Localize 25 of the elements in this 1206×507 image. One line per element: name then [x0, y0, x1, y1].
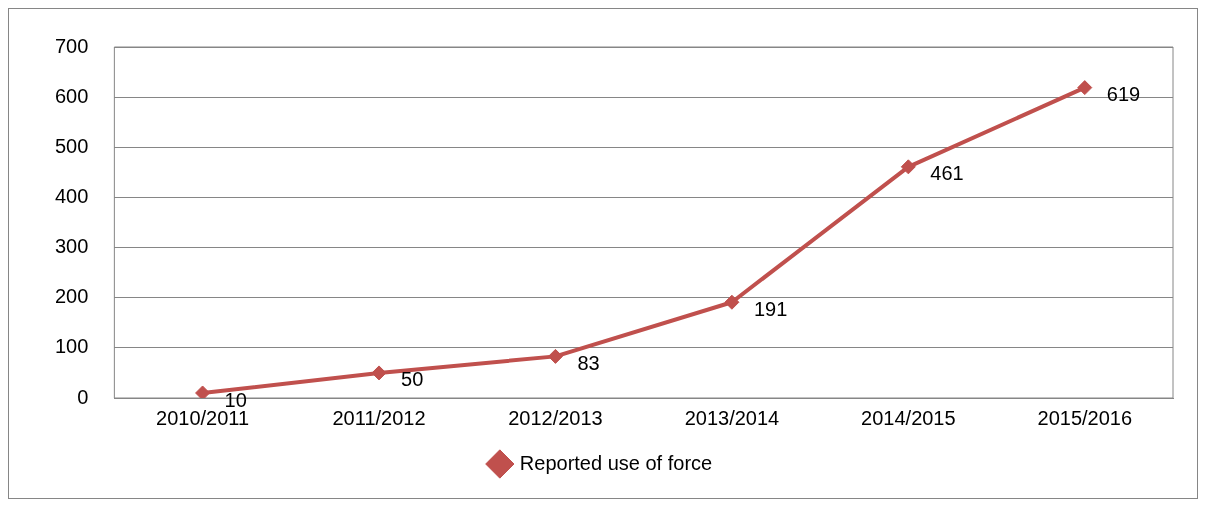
x-tick-label: 2012/2013 — [508, 406, 603, 429]
y-tick-label: 200 — [54, 285, 89, 308]
x-tick-label: 2014/2015 — [861, 406, 956, 429]
point — [547, 348, 563, 364]
y-tick-label: 400 — [54, 184, 89, 207]
data-label: 619 — [1106, 83, 1141, 106]
legend-label: Reported use of force — [519, 451, 713, 474]
point — [900, 159, 916, 175]
y-tick-label: 500 — [54, 134, 89, 157]
y-tick-label: 0 — [77, 385, 89, 408]
data-label: 461 — [930, 162, 964, 185]
data-label: 83 — [577, 351, 600, 374]
x-tick-label: 2013/2014 — [684, 406, 780, 429]
y-tick-label: 300 — [54, 235, 89, 258]
point — [371, 365, 387, 381]
y-tick-label: 100 — [54, 335, 89, 358]
point — [724, 294, 740, 310]
data-label: 191 — [753, 297, 788, 320]
y-tick-label: 700 — [54, 34, 89, 57]
point — [195, 385, 211, 398]
x-tick-label: 2011/2012 — [332, 406, 426, 429]
y-tick-label: 600 — [54, 84, 89, 107]
point — [1077, 80, 1093, 96]
x-tick-label: 2015/2016 — [1037, 406, 1133, 429]
data-label: 50 — [401, 368, 424, 391]
